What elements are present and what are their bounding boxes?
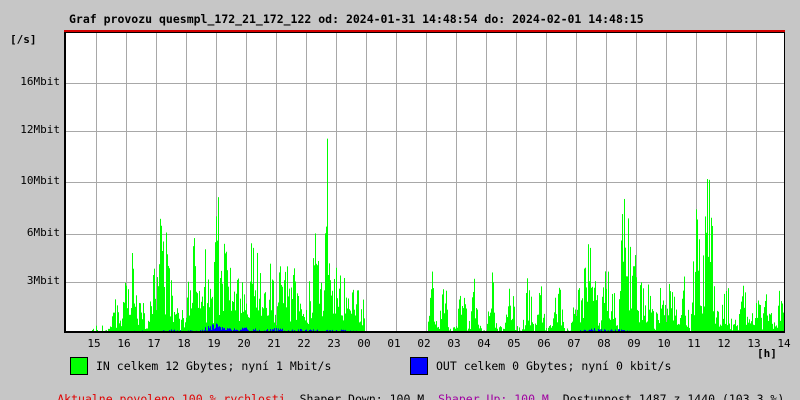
x-axis-tick-16: 16 [117,337,131,350]
legend-label-out: OUT celkem 0 Gbytes; nyní 0 kbit/s [436,359,672,373]
x-axis-tick-00: 00 [357,337,371,350]
gridline-x-16 [126,33,127,331]
gridline-x-23 [336,33,337,331]
plot-area [64,32,785,333]
x-axis-tick-02: 02 [417,337,431,350]
y-axis-labels: 16Mbit 12Mbit 10Mbit 6Mbit 3Mbit [12,32,60,333]
x-axis-tick-21: 21 [267,337,281,350]
x-axis-tick-19: 19 [207,337,221,350]
series-out [134,323,667,331]
gridline-x-13 [756,33,757,331]
gridline-y-6Mbit [66,234,784,235]
gridline-x-06 [546,33,547,331]
gridline-y-16Mbit [66,83,784,84]
gridline-x-18 [186,33,187,331]
legend-label-in: IN celkem 12 Gbytes; nyní 1 Mbit/s [96,359,332,373]
gridline-x-21 [276,33,277,331]
x-axis-tick-05: 05 [507,337,521,350]
status-availability: Dostupnost 1487 z 1440 (103.3 %) [562,392,785,400]
x-axis-tick-23: 23 [327,337,341,350]
x-axis-tick-10: 10 [657,337,671,350]
y-axis-tick-16Mbit: 16Mbit [20,75,60,88]
gridline-y-3Mbit [66,282,784,283]
x-axis-tick-20: 20 [237,337,251,350]
gridline-x-12 [726,33,727,331]
legend-entry-in: IN celkem 12 Gbytes; nyní 1 Mbit/s [70,357,331,375]
x-axis-tick-15: 15 [87,337,101,350]
legend: IN celkem 12 Gbytes; nyní 1 Mbit/s OUT c… [0,355,800,400]
status-row: Aktualne povoleno 100 % rychlosti Shaper… [0,378,800,400]
y-axis-tick-6Mbit: 6Mbit [26,226,60,239]
gridline-y-12Mbit [66,131,784,132]
x-axis-tick-06: 06 [537,337,551,350]
gridline-x-15 [96,33,97,331]
y-axis-unit-label: [/s] [10,33,37,46]
x-axis-tick-03: 03 [447,337,461,350]
status-shaper-up: Shaper Up: 100 M [438,392,549,400]
y-axis-tick-3Mbit: 3Mbit [26,274,60,287]
status-rate-limit: Aktualne povoleno 100 % rychlosti [57,392,286,400]
gridline-x-22 [306,33,307,331]
gridline-x-02 [426,33,427,331]
gridline-y-10Mbit [66,182,784,183]
gridline-x-00 [366,33,367,331]
gridline-x-08 [606,33,607,331]
series-svg [92,138,784,331]
y-axis-tick-10Mbit: 10Mbit [20,174,60,187]
series-layer [66,33,784,331]
x-axis-tick-13: 13 [747,337,761,350]
x-axis-tick-04: 04 [477,337,491,350]
x-axis-tick-08: 08 [597,337,611,350]
gridline-x-09 [636,33,637,331]
x-axis-tick-22: 22 [297,337,311,350]
x-axis-tick-14: 14 [777,337,791,350]
gridline-x-07 [576,33,577,331]
series-in [92,138,784,331]
x-axis-unit-label: [h] [757,347,777,360]
gridline-x-20 [246,33,247,331]
legend-entry-out: OUT celkem 0 Gbytes; nyní 0 kbit/s [410,357,671,375]
plot-top-limit-line [64,30,785,32]
gridline-x-03 [456,33,457,331]
legend-swatch-in [70,357,88,375]
x-axis-tick-12: 12 [717,337,731,350]
gridline-x-10 [666,33,667,331]
x-axis-tick-09: 09 [627,337,641,350]
x-axis-tick-11: 11 [687,337,701,350]
legend-swatch-out [410,357,428,375]
x-axis-tick-07: 07 [567,337,581,350]
gridline-x-05 [516,33,517,331]
x-axis-tick-18: 18 [177,337,191,350]
page-title: Graf provozu quesmpl_172_21_172_122 od: … [69,12,644,26]
status-shaper-down: Shaper Down: 100 M [299,392,425,400]
gridline-x-04 [486,33,487,331]
gridline-x-17 [156,33,157,331]
gridline-x-11 [696,33,697,331]
y-axis-tick-12Mbit: 12Mbit [20,123,60,136]
gridline-x-19 [216,33,217,331]
x-axis-tick-01: 01 [387,337,401,350]
x-axis-tick-17: 17 [147,337,161,350]
gridline-x-01 [396,33,397,331]
